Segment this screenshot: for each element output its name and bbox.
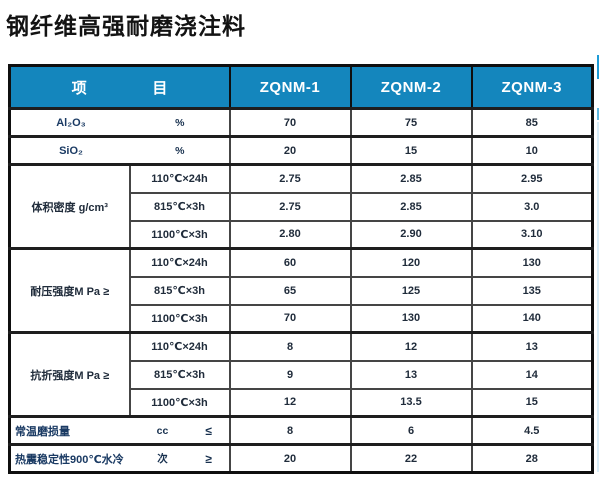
spec-table: 项 目 ZQNM-1 ZQNM-2 ZQNM-3 Al₂O₃ % 70 75 8… xyxy=(8,64,594,474)
cell-value: 15 xyxy=(349,135,473,166)
header-col-zqnm3: ZQNM-3 xyxy=(470,64,594,110)
header-item-char-1: 项 xyxy=(71,79,88,97)
condition-cell: 1100℃×3h xyxy=(128,303,231,334)
cell-value: 9 xyxy=(228,359,352,390)
page-title: 钢纤维高强耐磨浇注料 xyxy=(6,13,246,39)
row-abrasion-label-cell: 常温磨损量 cc ≤ xyxy=(8,415,231,446)
condition-cell: 815℃×3h xyxy=(128,359,231,390)
cell-value: 2.80 xyxy=(228,219,352,250)
cell-value: 3.0 xyxy=(470,191,594,222)
cell-value: 13.5 xyxy=(349,387,473,418)
group-label-compressive: 耐压强度M Pa ≥ xyxy=(8,247,131,334)
row-al2o3: Al₂O₃ % 70 75 85 xyxy=(8,107,594,138)
row-density-3: 1100℃×3h 2.80 2.90 3.10 xyxy=(10,219,594,250)
row-compressive-3: 1100℃×3h 70 130 140 xyxy=(10,303,594,334)
header-col-zqnm2: ZQNM-2 xyxy=(349,64,473,110)
cell-value: 22 xyxy=(349,443,473,474)
group-label-density: 体积密度 g/cm³ xyxy=(8,163,131,250)
cell-value: 2.90 xyxy=(349,219,473,250)
cell-value: 2.75 xyxy=(228,191,352,222)
cell-value: 75 xyxy=(349,107,473,138)
row-density-1: 体积密度 g/cm³ 110℃×24h 2.75 2.85 2.95 xyxy=(8,163,594,250)
header-col-zqnm1: ZQNM-1 xyxy=(228,64,352,110)
row-abrasion: 常温磨损量 cc ≤ 8 6 4.5 xyxy=(8,415,594,446)
row-label: Al₂O₃ xyxy=(56,116,86,129)
cell-value: 70 xyxy=(228,107,352,138)
cell-value: 3.10 xyxy=(470,219,594,250)
cell-value: 130 xyxy=(349,303,473,334)
page-edge-accent-dash xyxy=(597,108,599,120)
cell-value: 60 xyxy=(228,247,352,278)
cell-value: 125 xyxy=(349,275,473,306)
cell-value: 4.5 xyxy=(470,415,594,446)
row-label: 常温磨损量 xyxy=(15,425,70,438)
condition-cell: 110℃×24h xyxy=(128,331,231,362)
row-unit: cc xyxy=(156,424,169,437)
row-density-2: 815℃×3h 2.75 2.85 3.0 xyxy=(10,191,594,222)
cell-value: 65 xyxy=(228,275,352,306)
condition-cell: 815℃×3h xyxy=(128,191,231,222)
row-thermal-shock: 热震稳定性900℃水冷 次 ≥ 20 22 28 xyxy=(8,443,594,474)
condition-cell: 110℃×24h xyxy=(128,247,231,278)
cell-value: 8 xyxy=(228,331,352,362)
cell-value: 20 xyxy=(228,443,352,474)
row-compressive-1: 耐压强度M Pa ≥ 110℃×24h 60 120 130 xyxy=(8,247,594,334)
row-thermal-shock-label-cell: 热震稳定性900℃水冷 次 ≥ xyxy=(8,443,231,474)
cell-value: 12 xyxy=(349,331,473,362)
cell-value: 135 xyxy=(470,275,594,306)
row-unit: % xyxy=(175,116,185,129)
cell-value: 8 xyxy=(228,415,352,446)
cell-value: 2.95 xyxy=(470,163,594,194)
cell-value: 140 xyxy=(470,303,594,334)
cell-value: 2.85 xyxy=(349,191,473,222)
cell-value: 20 xyxy=(228,135,352,166)
cell-value: 13 xyxy=(470,331,594,362)
cell-value: 12 xyxy=(228,387,352,418)
row-al2o3-label-cell: Al₂O₃ % xyxy=(8,107,231,138)
cell-value: 14 xyxy=(470,359,594,390)
row-unit: % xyxy=(175,144,185,157)
row-comparator: ≤ xyxy=(205,423,212,438)
cell-value: 2.75 xyxy=(228,163,352,194)
cell-value: 2.85 xyxy=(349,163,473,194)
cell-value: 6 xyxy=(349,415,473,446)
row-comparator: ≥ xyxy=(205,451,212,466)
row-label: SiO₂ xyxy=(59,144,83,157)
cell-value: 120 xyxy=(349,247,473,278)
cell-value: 28 xyxy=(470,443,594,474)
page-edge-accent xyxy=(597,55,599,79)
row-unit: 次 xyxy=(157,453,168,465)
group-label-flexural: 抗折强度M Pa ≥ xyxy=(8,331,131,418)
row-flexural-3: 1100℃×3h 12 13.5 15 xyxy=(10,387,594,418)
condition-cell: 815℃×3h xyxy=(128,275,231,306)
condition-cell: 1100℃×3h xyxy=(128,387,231,418)
cell-value: 130 xyxy=(470,247,594,278)
header-row: 项 目 ZQNM-1 ZQNM-2 ZQNM-3 xyxy=(8,64,594,110)
row-compressive-2: 815℃×3h 65 125 135 xyxy=(10,275,594,306)
row-sio2-label-cell: SiO₂ % xyxy=(8,135,231,166)
page-edge-accent-faint xyxy=(597,122,599,472)
condition-cell: 110℃×24h xyxy=(128,163,231,194)
cell-value: 10 xyxy=(470,135,594,166)
row-label: 热震稳定性900℃水冷 xyxy=(15,453,124,466)
header-item-char-2: 目 xyxy=(152,79,168,97)
condition-cell: 1100℃×3h xyxy=(128,219,231,250)
row-sio2: SiO₂ % 20 15 10 xyxy=(8,135,594,166)
cell-value: 70 xyxy=(228,303,352,334)
cell-value: 15 xyxy=(470,387,594,418)
row-flexural-1: 抗折强度M Pa ≥ 110℃×24h 8 12 13 xyxy=(8,331,594,418)
header-item-cell: 项 目 xyxy=(8,64,231,110)
cell-value: 85 xyxy=(470,107,594,138)
cell-value: 13 xyxy=(349,359,473,390)
row-flexural-2: 815℃×3h 9 13 14 xyxy=(10,359,594,390)
